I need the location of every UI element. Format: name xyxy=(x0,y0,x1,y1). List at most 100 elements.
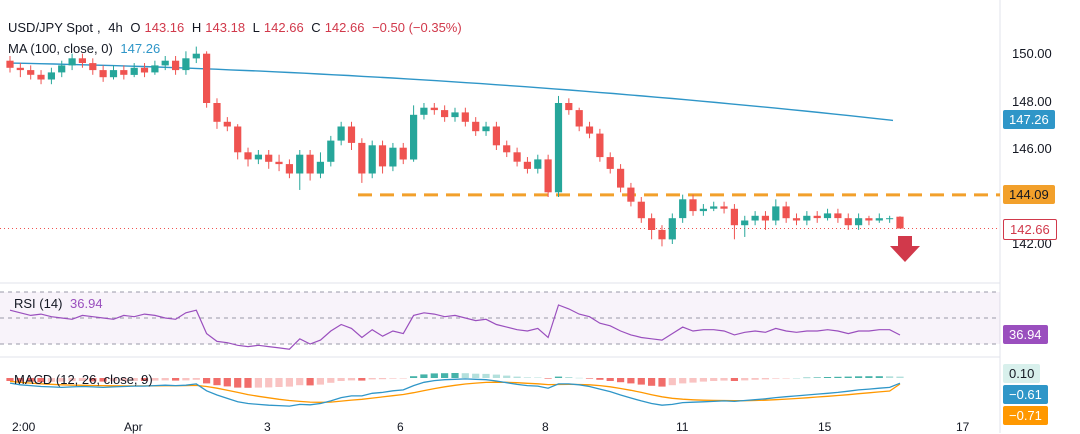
macd-legend: MACD (12, 26, close, 9) xyxy=(14,372,157,387)
macd-histogram-bar xyxy=(565,377,573,378)
candle-body xyxy=(679,199,687,219)
candle-body xyxy=(89,63,97,71)
candle-body xyxy=(617,168,625,188)
macd-histogram-bar xyxy=(68,378,76,382)
macd-histogram-bar xyxy=(679,378,687,384)
macd-histogram-bar xyxy=(296,378,304,386)
macd-histogram-bar xyxy=(751,378,759,380)
macd-histogram-bar xyxy=(234,378,242,388)
macd-histogram-bar xyxy=(78,378,86,381)
macd-histogram-bar xyxy=(585,378,594,379)
macd-histogram-bar xyxy=(730,378,738,381)
macd-histogram-bar xyxy=(47,378,55,382)
macd-histogram-bar xyxy=(710,378,718,381)
rsi-legend-value: 36.94 xyxy=(70,296,103,311)
close-value: 142.66 xyxy=(324,20,365,35)
y-tick-148: 148.00 xyxy=(1012,94,1052,109)
macd-histogram-bar xyxy=(617,378,625,383)
candle-body xyxy=(741,220,749,226)
macd-histogram-bar xyxy=(554,376,563,378)
candle-body xyxy=(410,114,418,160)
macd-histogram-bar xyxy=(823,377,832,378)
candle-body xyxy=(451,112,459,118)
macd-histogram-bar xyxy=(89,378,97,382)
x-tick-5: 11 xyxy=(676,420,689,434)
x-tick-2: 3 xyxy=(264,420,271,434)
macd-histogram-bar xyxy=(689,378,697,383)
candle-body xyxy=(482,126,490,132)
candle-body xyxy=(596,133,604,158)
candle-body xyxy=(47,72,55,80)
candle-body xyxy=(689,199,697,212)
macd-line xyxy=(9,378,901,407)
macd-histogram-bar xyxy=(223,378,231,387)
candle-body xyxy=(192,53,200,59)
macd-histogram-bar xyxy=(813,377,821,378)
macd-histogram-bar xyxy=(161,378,169,381)
macd-histogram-bar xyxy=(130,378,138,381)
candle-body xyxy=(130,67,138,75)
macd-histogram-bar xyxy=(875,376,883,378)
macd-histogram-bar xyxy=(844,376,852,378)
candle-body xyxy=(772,206,780,221)
candle-body xyxy=(296,154,304,174)
macd-histogram-bar xyxy=(378,378,387,380)
candle-body xyxy=(730,208,738,226)
macd-histogram-bar xyxy=(865,376,873,378)
candle-body xyxy=(399,147,407,160)
macd-histogram-bar xyxy=(172,378,180,381)
macd-histogram-bar xyxy=(627,378,635,384)
macd-histogram-bar xyxy=(140,378,149,381)
candle-body xyxy=(151,65,159,73)
macd-histogram-bar xyxy=(503,375,511,378)
candle-body xyxy=(637,201,645,219)
low-value: 142.66 xyxy=(263,20,304,35)
ma-legend: MA (100, close, 0) 147.26 xyxy=(8,41,164,56)
macd-label: MACD (12, 26, close, 9) xyxy=(14,372,153,387)
macd-histogram-bar xyxy=(306,378,314,386)
macd-histogram-bar xyxy=(37,378,45,383)
candle-body xyxy=(544,159,552,193)
candle-body xyxy=(6,60,14,68)
macd-line-badge: −0.61 xyxy=(1003,385,1048,404)
macd-histogram-bar xyxy=(472,373,480,378)
x-tick-7: 17 xyxy=(956,420,970,434)
candle-body xyxy=(254,154,262,160)
candle-body xyxy=(337,126,345,141)
candle-body xyxy=(606,157,614,169)
macd-histogram-bar xyxy=(772,378,780,379)
macd-histogram-bar xyxy=(203,378,211,384)
x-tick-3: 6 xyxy=(397,420,404,434)
macd-histogram-bar xyxy=(358,378,366,381)
macd-histogram-bar xyxy=(275,378,283,387)
macd-histogram-bar xyxy=(99,378,107,382)
candle-body xyxy=(347,126,356,143)
candle-body xyxy=(358,142,366,174)
macd-histogram-bar xyxy=(482,373,490,378)
macd-histogram-bar xyxy=(316,378,324,385)
candle-body xyxy=(265,154,273,162)
macd-histogram-bar xyxy=(285,378,293,387)
candle-body xyxy=(120,70,128,75)
macd-histogram-bar xyxy=(327,378,335,383)
macd-histogram-bar xyxy=(637,378,645,385)
candle-body xyxy=(844,218,852,226)
candle-body xyxy=(275,161,283,165)
candle-body xyxy=(699,208,707,212)
candle-body xyxy=(813,215,821,219)
macd-histogram-bar xyxy=(761,378,769,380)
macd-histogram-bar xyxy=(782,378,790,379)
candle-body xyxy=(627,187,635,202)
macd-histogram-bar xyxy=(792,378,801,379)
x-tick-1: Apr xyxy=(124,420,143,434)
macd-histogram-bar xyxy=(368,378,376,380)
candle-body xyxy=(575,110,583,127)
support-price-badge: 144.09 xyxy=(1003,185,1055,204)
macd-histogram-bar xyxy=(720,378,728,381)
macd-histogram-bar xyxy=(120,378,128,382)
macd-histogram-bar xyxy=(27,378,35,382)
rsi-value-badge: 36.94 xyxy=(1003,325,1048,344)
candle-body xyxy=(244,152,252,160)
macd-histogram-bar xyxy=(182,378,190,381)
